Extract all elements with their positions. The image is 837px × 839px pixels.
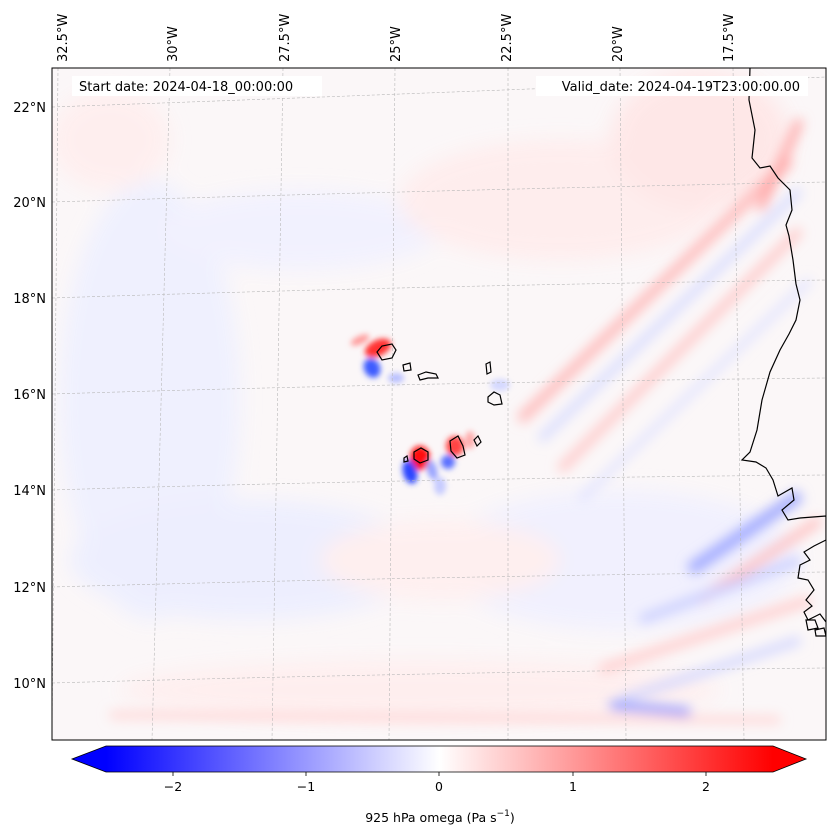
santo-antao-island <box>376 343 397 361</box>
colorbar-extend-low <box>72 746 106 772</box>
start-date-label: Start date: 2024-04-18_00:00:00 <box>79 80 293 95</box>
sal-island <box>485 361 492 375</box>
lon-tick-20w: 20°W <box>611 26 626 62</box>
lat-tick-18n: 18°N <box>13 292 46 307</box>
latitude-ticks: 22°N 20°N 18°N 16°N 14°N 12°N 10°N <box>13 101 46 692</box>
colorbar-label-superscript: −1 <box>497 809 510 819</box>
colorbar-tickmarks <box>172 772 707 776</box>
lat-tick-22n: 22°N <box>13 101 46 116</box>
lat-tick-14n: 14°N <box>13 484 46 499</box>
lon-tick-30w: 30°W <box>166 26 181 62</box>
lon-tick-22-5w: 22.5°W <box>500 14 515 62</box>
colorbar-label: 925 hPa omega (Pa s−1) <box>365 809 515 825</box>
coastline <box>740 68 826 637</box>
boa-vista-island <box>487 391 503 406</box>
lat-tick-12n: 12°N <box>13 581 46 596</box>
bijagos-islands <box>805 619 826 637</box>
lon-tick-25w: 25°W <box>389 26 404 62</box>
colorbar: −2 −1 0 1 2 925 hPa omega (Pa s−1) <box>70 745 808 825</box>
colorbar-tick-neg2: −2 <box>164 779 182 794</box>
colorbar-extend-high <box>773 746 806 772</box>
sao-nicolau-island <box>417 371 439 381</box>
graticule <box>52 68 826 740</box>
lat-tick-16n: 16°N <box>13 388 46 403</box>
colorbar-tick-0: 0 <box>435 779 443 794</box>
sao-vicente-island <box>402 362 412 372</box>
lon-tick-32-5w: 32.5°W <box>56 14 71 62</box>
longitude-ticks: 32.5°W 30°W 27.5°W 25°W 22.5°W 20°W 17.5… <box>56 14 737 62</box>
colorbar-tick-1: 1 <box>569 779 577 794</box>
lat-tick-10n: 10°N <box>13 677 46 692</box>
fogo-island <box>413 447 429 464</box>
map-panel: Start date: 2024-04-18_00:00:00 Valid_da… <box>52 68 826 740</box>
colorbar-outline <box>70 745 808 773</box>
lon-tick-27-5w: 27.5°W <box>278 14 293 62</box>
maio-island <box>473 434 482 448</box>
brava-island <box>403 455 409 463</box>
colorbar-tick-neg1: −1 <box>297 779 315 794</box>
lon-tick-17-5w: 17.5°W <box>722 14 737 62</box>
colorbar-gradient <box>106 746 773 772</box>
africa-coastline <box>740 68 826 623</box>
valid-label-box <box>536 76 808 96</box>
valid-date-label: Valid_date: 2024-04-19T23:00:00.00 <box>562 80 800 95</box>
lat-tick-20n: 20°N <box>13 196 46 211</box>
colorbar-label-close: ) <box>510 810 515 825</box>
cape-verde-islands <box>376 343 503 464</box>
santiago-island <box>449 435 466 459</box>
colorbar-tick-2: 2 <box>702 779 710 794</box>
colorbar-label-text: 925 hPa omega (Pa s <box>365 810 496 825</box>
map-frame <box>51 67 827 741</box>
start-label-box <box>72 76 322 96</box>
coastal-streaks <box>109 118 823 724</box>
